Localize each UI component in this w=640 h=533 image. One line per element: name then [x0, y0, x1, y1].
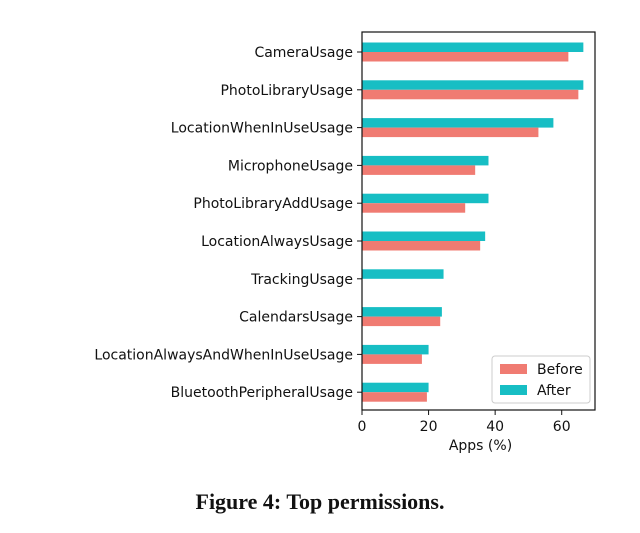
x-tick-label: 40: [486, 419, 504, 435]
bar-after: [362, 155, 489, 166]
bar-after: [362, 42, 584, 52]
bar-before: [362, 165, 476, 175]
legend-swatch: [500, 364, 527, 374]
bar-chart: CameraUsage PhotoLibraryUsage LocationWhen…: [94, 31, 596, 454]
bar-before: [362, 354, 422, 364]
bar-after: [362, 269, 444, 279]
figure-caption: Figure 4: Top permissions.: [195, 489, 445, 514]
x-tick-label: 0: [358, 419, 367, 435]
plot-frame: [361, 31, 596, 411]
category-label: PhotoLibraryAddUsage: [193, 196, 353, 212]
bar-after: [362, 307, 442, 317]
x-tick-label: 60: [553, 419, 571, 435]
category-label: MicrophoneUsage: [228, 158, 353, 174]
bar-before: [362, 127, 539, 138]
category-label: BluetoothPeripheralUsage: [171, 385, 353, 401]
bar-after: [362, 118, 554, 128]
category-label: LocationAlwaysAndWhenInUseUsage: [94, 347, 353, 363]
legend-label: After: [537, 383, 571, 399]
category-label: LocationAlwaysUsage: [201, 234, 353, 250]
legend-label: Before: [537, 362, 583, 378]
x-axis-label: Apps (%): [449, 438, 512, 454]
category-label: LocationWhenInUseUsage: [171, 121, 353, 137]
bar-before: [362, 241, 481, 251]
chart: CameraUsage PhotoLibraryUsage LocationWhen…: [94, 31, 596, 454]
category-label: CalendarsUsage: [239, 310, 353, 326]
bar-after: [362, 193, 489, 204]
category-label: CameraUsage: [254, 45, 353, 61]
bar-before: [362, 52, 569, 62]
bar-after: [362, 80, 584, 90]
bar-before: [362, 203, 466, 213]
bar-before: [362, 392, 427, 402]
bar-after: [362, 382, 429, 393]
category-label: PhotoLibraryUsage: [220, 83, 353, 99]
category-label: TrackingUsage: [250, 272, 353, 288]
bar-before: [362, 316, 441, 327]
legend-swatch: [500, 385, 527, 395]
bar-after: [362, 231, 486, 241]
x-tick-label: 20: [420, 419, 438, 435]
bar-after: [362, 344, 429, 355]
bar-before: [362, 89, 579, 100]
